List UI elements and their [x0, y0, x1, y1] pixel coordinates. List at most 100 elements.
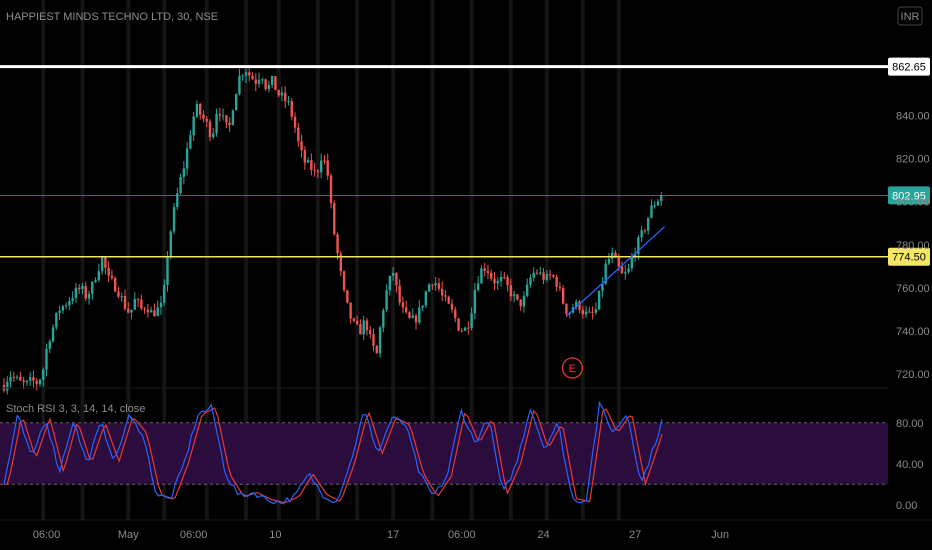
candle: [522, 295, 526, 307]
price-pane[interactable]: E: [0, 65, 888, 395]
price-tick: 820.00: [896, 154, 930, 166]
candle: [656, 201, 660, 206]
currency-badge[interactable]: INR: [897, 6, 923, 26]
session-break: [544, 0, 549, 520]
candle: [388, 275, 392, 291]
time-tick: 06:00: [180, 529, 208, 541]
candle: [310, 160, 313, 170]
candle: [202, 114, 205, 119]
candle: [290, 101, 293, 117]
candle: [532, 272, 535, 278]
candle: [405, 307, 408, 313]
price-label-text: 862.65: [892, 62, 926, 74]
candle: [28, 377, 32, 381]
candle: [463, 327, 467, 331]
candle: [231, 110, 235, 125]
time-axis[interactable]: 06:00 May 06:00 10 17 06:00 24 27 Jun: [0, 519, 932, 541]
candle: [391, 272, 395, 276]
candle: [496, 281, 499, 284]
candle: [221, 115, 225, 117]
oscillator-lines: [3, 400, 663, 505]
candle: [421, 305, 424, 308]
candle: [274, 76, 277, 91]
session-break: [204, 0, 209, 520]
candle: [385, 290, 388, 310]
candle: [61, 306, 65, 311]
candle: [212, 133, 215, 138]
oscillator-pane[interactable]: Stoch RSI 3, 3, 14, 14, close: [0, 400, 888, 505]
candle: [535, 272, 539, 274]
chart-title: HAPPIEST MINDS TECHNO LTD, 30, NSE: [6, 11, 218, 23]
candle: [529, 277, 532, 285]
candle: [555, 276, 558, 287]
candle: [545, 274, 549, 280]
earnings-circle[interactable]: [561, 357, 584, 379]
candle: [185, 148, 189, 169]
candle: [346, 290, 349, 303]
trendline[interactable]: [566, 226, 665, 317]
candle: [454, 309, 457, 319]
price-label-current-price[interactable]: 802.95: [888, 186, 930, 205]
price-tick: 840.00: [896, 110, 930, 122]
time-tick: 27: [629, 529, 641, 541]
candle: [434, 283, 437, 286]
candle: [467, 327, 470, 329]
price-label-support[interactable]: 774.50: [888, 247, 930, 266]
candle: [257, 79, 261, 84]
candle: [437, 283, 441, 289]
candle: [51, 327, 55, 342]
candle: [267, 84, 271, 90]
candle: [624, 272, 627, 274]
candle: [264, 79, 267, 90]
candle: [55, 312, 58, 328]
candle: [509, 285, 513, 297]
candle: [578, 301, 581, 310]
candle: [339, 253, 343, 272]
candle: [280, 92, 284, 96]
candle: [640, 230, 643, 238]
candle: [244, 72, 248, 76]
candle: [444, 295, 447, 297]
candle: [140, 299, 143, 309]
candle: [215, 113, 218, 134]
candle: [74, 287, 78, 299]
candle: [9, 376, 12, 382]
candle: [450, 303, 454, 310]
currency-label: INR: [901, 11, 920, 23]
candle: [284, 92, 287, 102]
candle: [110, 275, 114, 278]
candle: [660, 195, 663, 202]
candle: [78, 287, 81, 289]
candle: [617, 257, 620, 267]
oscillator-k-line: [3, 400, 663, 505]
candles: [2, 67, 663, 395]
price-label-resistance[interactable]: 862.65: [888, 57, 930, 76]
horizontal-lines[interactable]: [0, 65, 888, 258]
price-axis[interactable]: 862.65 802.95 774.50 720.00 740.00 760.00 780.…: [888, 57, 930, 382]
candle: [293, 116, 297, 128]
candle: [228, 122, 231, 125]
candle: [333, 203, 336, 235]
candle: [270, 76, 274, 85]
trendline-group[interactable]: [566, 226, 665, 317]
candle: [326, 160, 329, 176]
candle: [104, 257, 107, 268]
candle: [120, 296, 123, 298]
candle: [64, 305, 68, 307]
candle: [19, 376, 22, 381]
earnings-marker[interactable]: E: [561, 357, 584, 379]
candle: [97, 271, 101, 281]
candle: [146, 309, 150, 313]
candle: [359, 324, 362, 335]
session-break: [430, 0, 435, 520]
candle: [15, 376, 19, 378]
candle: [627, 268, 630, 273]
oscillator-axis[interactable]: 0.00 40.00 80.00: [896, 418, 924, 512]
candle: [94, 280, 97, 282]
candle: [597, 290, 601, 310]
candle: [457, 318, 460, 331]
candle: [238, 75, 241, 95]
candle: [287, 101, 290, 103]
candle: [483, 268, 486, 271]
